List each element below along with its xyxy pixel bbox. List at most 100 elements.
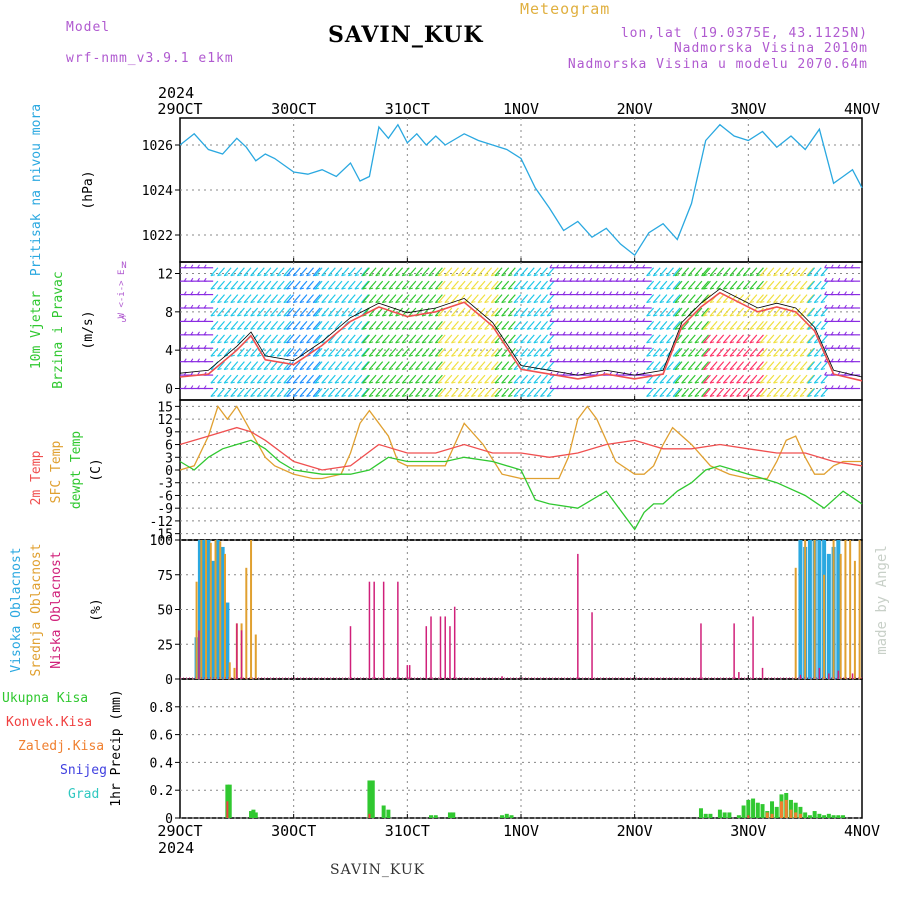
wind-barb <box>652 361 661 371</box>
wind-barb <box>368 388 377 397</box>
wind-barb-flag <box>766 368 772 371</box>
wind-barb <box>729 280 738 290</box>
wind-barb <box>702 321 711 330</box>
wind-barb-flag <box>210 314 216 317</box>
wind-barb-flag <box>508 395 513 397</box>
wind-barb-flag <box>388 314 394 317</box>
wind-barb-flag <box>562 385 566 389</box>
wind-barb-flag <box>549 318 553 322</box>
wind-barb-flag <box>709 381 715 384</box>
wind-barb-flag <box>659 301 664 304</box>
wind-barb-flag <box>257 395 262 397</box>
wind-barb-flag <box>491 395 496 397</box>
cloud-unit-label: (%) <box>89 598 104 621</box>
wind-barb <box>230 321 239 330</box>
wind-barb-flag <box>348 395 353 397</box>
wind-barb <box>314 374 323 384</box>
x-tick-label-top: 30OCT <box>271 100 316 118</box>
wind-barb-flag <box>314 354 320 357</box>
mid-cloud-bar <box>853 560 856 679</box>
wind-barb-flag <box>421 314 427 317</box>
wind-barb <box>276 321 285 330</box>
wind-barb <box>674 280 683 290</box>
wind-barb-flag <box>402 381 407 384</box>
precip-total-bar <box>812 811 817 818</box>
wind-barb <box>388 361 397 371</box>
wind-barb-flag <box>653 395 658 397</box>
wind-barb <box>749 347 758 357</box>
wind-barb-flag <box>190 318 194 322</box>
wind-barb-flag <box>203 291 207 295</box>
wind-barb <box>501 388 510 397</box>
wind-barb <box>526 361 535 371</box>
wind-barb <box>786 307 795 317</box>
wind-barb-flag <box>837 344 841 349</box>
wind-barb-flag <box>375 287 380 290</box>
wind-barb-flag <box>314 287 320 290</box>
wind-barb <box>716 347 725 357</box>
wind-barb <box>421 280 430 290</box>
wind-barb-flag <box>408 341 413 344</box>
wind-barb-flag <box>807 341 812 344</box>
wind-barb-flag <box>837 291 841 295</box>
wind-barb <box>484 267 493 277</box>
wind-barb <box>507 267 516 277</box>
wind-barb-flag <box>348 368 353 371</box>
wind-barb-flag <box>681 314 686 317</box>
x-tick-label-top: 3NOV <box>730 100 766 118</box>
precip-total-bar <box>509 815 514 818</box>
wind-barb-flag <box>527 381 532 384</box>
wind-barb <box>263 334 272 344</box>
wind-barb-flag <box>716 368 721 371</box>
wind-barb-flag <box>354 274 359 277</box>
wind-barb-flag <box>501 381 506 384</box>
wind-barb-flag <box>814 287 819 290</box>
wind-barb-flag <box>595 371 599 376</box>
wind-barb-flag <box>793 368 798 371</box>
wind-barb-flag <box>375 327 380 330</box>
wind-barb-flag <box>709 395 715 397</box>
x-tick-label-top: 1NOV <box>503 100 539 118</box>
wind-barb-flag <box>477 274 483 277</box>
wind-barb-flag <box>494 381 500 384</box>
wind-barb-flag <box>190 385 194 389</box>
wind-barb <box>375 361 384 371</box>
wind-barb <box>687 361 696 371</box>
wind-barb <box>263 388 272 397</box>
wind-barb-flag <box>642 331 646 336</box>
wind-barb-flag <box>494 368 500 371</box>
wind-barb-flag <box>688 368 693 371</box>
wind-barb-flag <box>562 277 566 282</box>
wind-barb <box>792 388 801 397</box>
wind-barb-flag <box>421 368 427 371</box>
wind-barb-flag <box>540 287 545 290</box>
wind-barb <box>799 374 808 384</box>
wind-barb-flag <box>477 287 483 290</box>
wind-barb-flag <box>814 354 819 357</box>
wind-barb <box>526 388 535 397</box>
wind-barb-flag <box>250 287 255 290</box>
wind-barb <box>484 294 493 303</box>
wind-barb-flag <box>743 327 748 330</box>
wind-barb <box>314 280 323 290</box>
wind-barb <box>451 361 459 371</box>
wind-barb-flag <box>688 354 693 357</box>
wind-barb <box>659 374 668 384</box>
wind-barb <box>672 267 681 277</box>
wind-barb-flag <box>341 341 346 344</box>
wind-barb <box>470 321 479 330</box>
wind-barb-flag <box>286 287 291 290</box>
wind-barb <box>437 280 446 290</box>
wind-barb <box>464 374 473 384</box>
wind-barb-flag <box>786 314 791 317</box>
wind-barb <box>729 388 738 397</box>
wind-barb <box>286 374 295 384</box>
mid-cloud-bar <box>250 540 253 679</box>
wind-barb <box>464 294 473 303</box>
wind-barb <box>742 267 751 277</box>
wind-barb-flag <box>388 381 394 384</box>
wind-barb-flag <box>562 331 566 336</box>
wind-barb-flag <box>520 314 525 317</box>
wind-barb-flag <box>736 381 741 384</box>
wind-barb-flag <box>464 274 469 277</box>
